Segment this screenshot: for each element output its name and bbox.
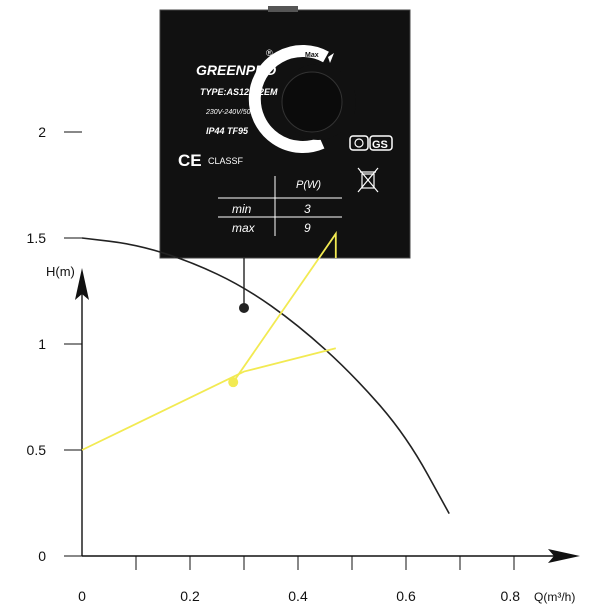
power-row-max-mode: max (232, 221, 256, 235)
gs-mark: GS (372, 139, 388, 151)
x-tick-label: 0.4 (288, 588, 308, 604)
x-axis-label: Q(m³/h) (534, 590, 575, 604)
y-tick-label: 0.5 (27, 442, 47, 458)
weee-bin-icon (357, 167, 379, 193)
series-line-2 (81, 347, 337, 451)
power-row-max-watts: 9 (304, 221, 311, 235)
y-tick-label: 1 (38, 336, 46, 352)
x-axis-arrow (548, 549, 580, 563)
power-table: P(W) min 3 max 9 (218, 176, 342, 236)
operating-point-2 (228, 377, 239, 388)
series-line-3 (232, 230, 337, 383)
operating-point-1 (239, 302, 249, 313)
pump-performance-chart: H(m) Q(m³/h) 0 0.2 0.4 0.6 0.8 0 0.5 1 1.5 2 (27, 124, 580, 604)
y-tick-label: 0 (38, 548, 46, 564)
label-background (159, 9, 411, 259)
insulation-class: CLASSF (208, 156, 244, 166)
power-header: P(W) (296, 179, 321, 191)
y-axis-arrow (75, 268, 89, 300)
cert-marks: GS (349, 135, 393, 151)
label-tab (268, 6, 298, 12)
x-tick-label: 0 (78, 588, 86, 604)
y-axis-label: H(m) (46, 264, 75, 279)
dial-mid-label: max (302, 145, 312, 151)
model-number: TYPE:AS12/1.2EM (200, 87, 278, 97)
registered-mark: ® (266, 48, 273, 58)
voltage-rating: 230V-240V/50Hz (205, 109, 260, 116)
y-tick-label: 2 (38, 124, 46, 140)
dial-min-label: min (280, 144, 288, 150)
protection-rating: IP44 TF95 (206, 126, 249, 136)
series-line-1 (81, 237, 450, 514)
dial-max-label: Max (305, 52, 319, 59)
power-row-min-watts: 3 (304, 202, 311, 216)
power-row-min-mode: min (232, 202, 252, 216)
ce-mark: CE (178, 151, 202, 170)
speed-dial: Max min max (248, 45, 356, 153)
x-tick-label: 0.8 (501, 588, 521, 604)
x-tick-label: 0.2 (180, 588, 200, 604)
x-tick-label: 0.6 (396, 588, 416, 604)
y-tick-label: 1.5 (27, 230, 47, 246)
pump-label-panel: GREENPRO ® TYPE:AS12/1.2EM 230V-240V/50H… (159, 6, 411, 259)
